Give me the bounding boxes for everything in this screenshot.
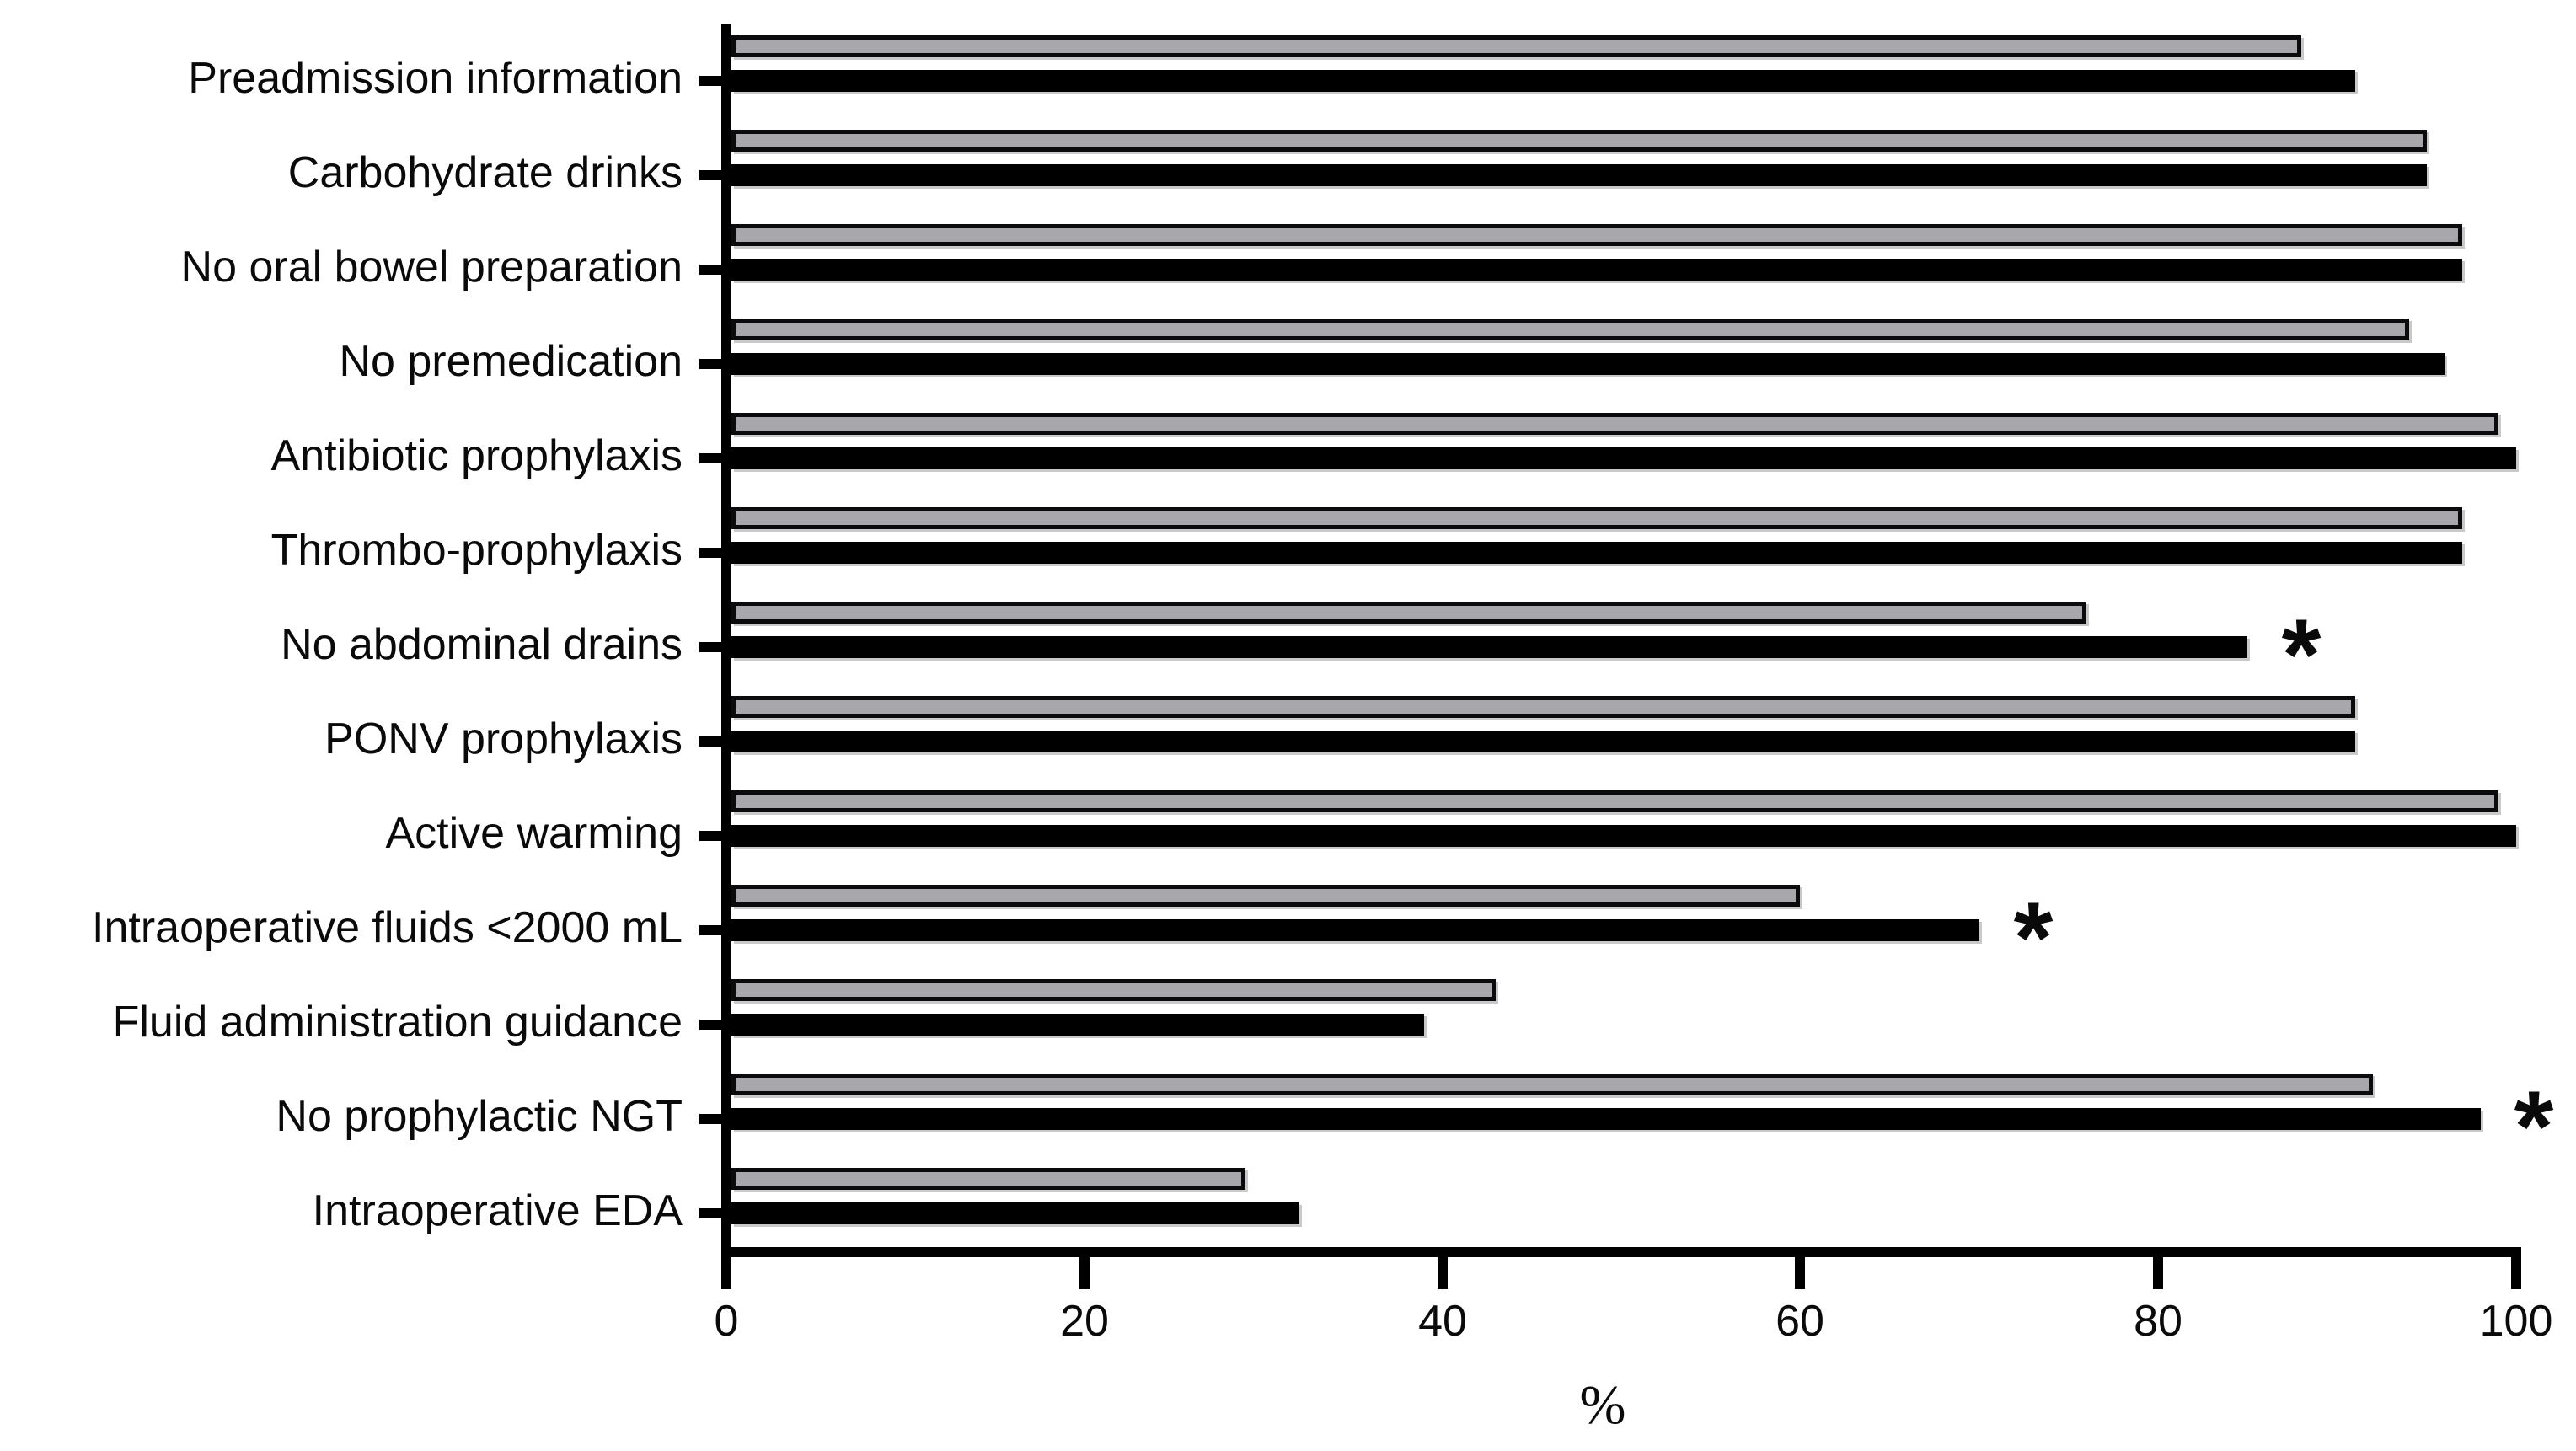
black-bar-2	[731, 259, 2462, 281]
x-axis-tick-label-80: 80	[2134, 1297, 2182, 1346]
x-axis-line	[721, 1247, 2521, 1257]
black-bar-4	[731, 447, 2516, 469]
x-axis-tick-0	[721, 1257, 731, 1289]
y-axis-tick-10	[699, 1020, 721, 1030]
gray-bar-11	[731, 1074, 2373, 1095]
y-axis-tick-0	[699, 76, 721, 86]
category-label-5: Thrombo-prophylaxis	[270, 526, 683, 575]
gray-bar-12	[731, 1168, 1245, 1190]
significance-asterisk-0: *	[2281, 598, 2322, 711]
category-label-6: No abdominal drains	[281, 620, 683, 669]
gray-bar-10	[731, 979, 1496, 1001]
category-label-10: Fluid administration guidance	[112, 998, 683, 1047]
category-label-11: No prophylactic NGT	[276, 1092, 683, 1141]
x-axis-tick-label-20: 20	[1060, 1297, 1109, 1346]
black-bar-6	[731, 636, 2247, 658]
significance-asterisk-2: *	[2514, 1070, 2554, 1183]
x-axis-title: %	[1579, 1374, 1626, 1436]
y-axis-tick-2	[699, 265, 721, 275]
category-label-7: PONV prophylaxis	[324, 715, 683, 763]
category-label-4: Antibiotic prophylaxis	[270, 431, 683, 480]
black-bar-3	[731, 353, 2445, 375]
category-label-0: Preadmission information	[188, 54, 683, 103]
gray-bar-6	[731, 602, 2086, 624]
y-axis-tick-3	[699, 359, 721, 369]
y-axis-tick-11	[699, 1114, 721, 1124]
gray-bar-7	[731, 696, 2355, 718]
category-label-1: Carbohydrate drinks	[287, 148, 683, 197]
black-bar-0	[731, 70, 2355, 92]
category-label-9: Intraoperative fluids <2000 mL	[92, 903, 683, 952]
y-axis-tick-4	[699, 453, 721, 463]
x-axis-tick-40	[1438, 1257, 1448, 1289]
x-axis-tick-80	[2153, 1257, 2163, 1289]
gray-bar-3	[731, 319, 2409, 340]
x-axis-tick-60	[1795, 1257, 1805, 1289]
x-axis-tick-label-0: 0	[714, 1297, 739, 1346]
gray-bar-1	[731, 130, 2427, 152]
y-axis-tick-6	[699, 642, 721, 652]
y-axis-tick-1	[699, 170, 721, 180]
category-label-8: Active warming	[385, 809, 683, 858]
black-bar-12	[731, 1202, 1299, 1224]
y-axis-line	[721, 24, 731, 1257]
black-bar-7	[731, 731, 2355, 752]
category-label-12: Intraoperative EDA	[312, 1186, 683, 1235]
gray-bar-2	[731, 224, 2462, 246]
gray-bar-0	[731, 35, 2301, 57]
gray-bar-8	[731, 790, 2498, 812]
gray-bar-9	[731, 885, 1800, 907]
x-axis-tick-20	[1079, 1257, 1090, 1289]
y-axis-tick-8	[699, 831, 721, 841]
y-axis-tick-12	[699, 1208, 721, 1218]
black-bar-11	[731, 1108, 2481, 1130]
black-bar-9	[731, 919, 1979, 941]
category-label-2: No oral bowel preparation	[180, 243, 683, 292]
black-bar-5	[731, 542, 2462, 564]
black-bar-8	[731, 825, 2516, 847]
x-axis-tick-label-40: 40	[1418, 1297, 1467, 1346]
black-bar-10	[731, 1014, 1424, 1036]
x-axis-tick-label-100: 100	[2479, 1297, 2553, 1346]
significance-asterisk-1: *	[2013, 881, 2054, 994]
y-axis-tick-9	[699, 925, 721, 935]
x-axis-tick-label-60: 60	[1775, 1297, 1824, 1346]
category-label-3: No premedication	[339, 337, 683, 386]
y-axis-tick-7	[699, 736, 721, 747]
y-axis-tick-5	[699, 548, 721, 558]
x-axis-tick-100	[2511, 1257, 2521, 1289]
black-bar-1	[731, 164, 2427, 186]
gray-bar-4	[731, 413, 2498, 435]
gray-bar-5	[731, 507, 2462, 529]
